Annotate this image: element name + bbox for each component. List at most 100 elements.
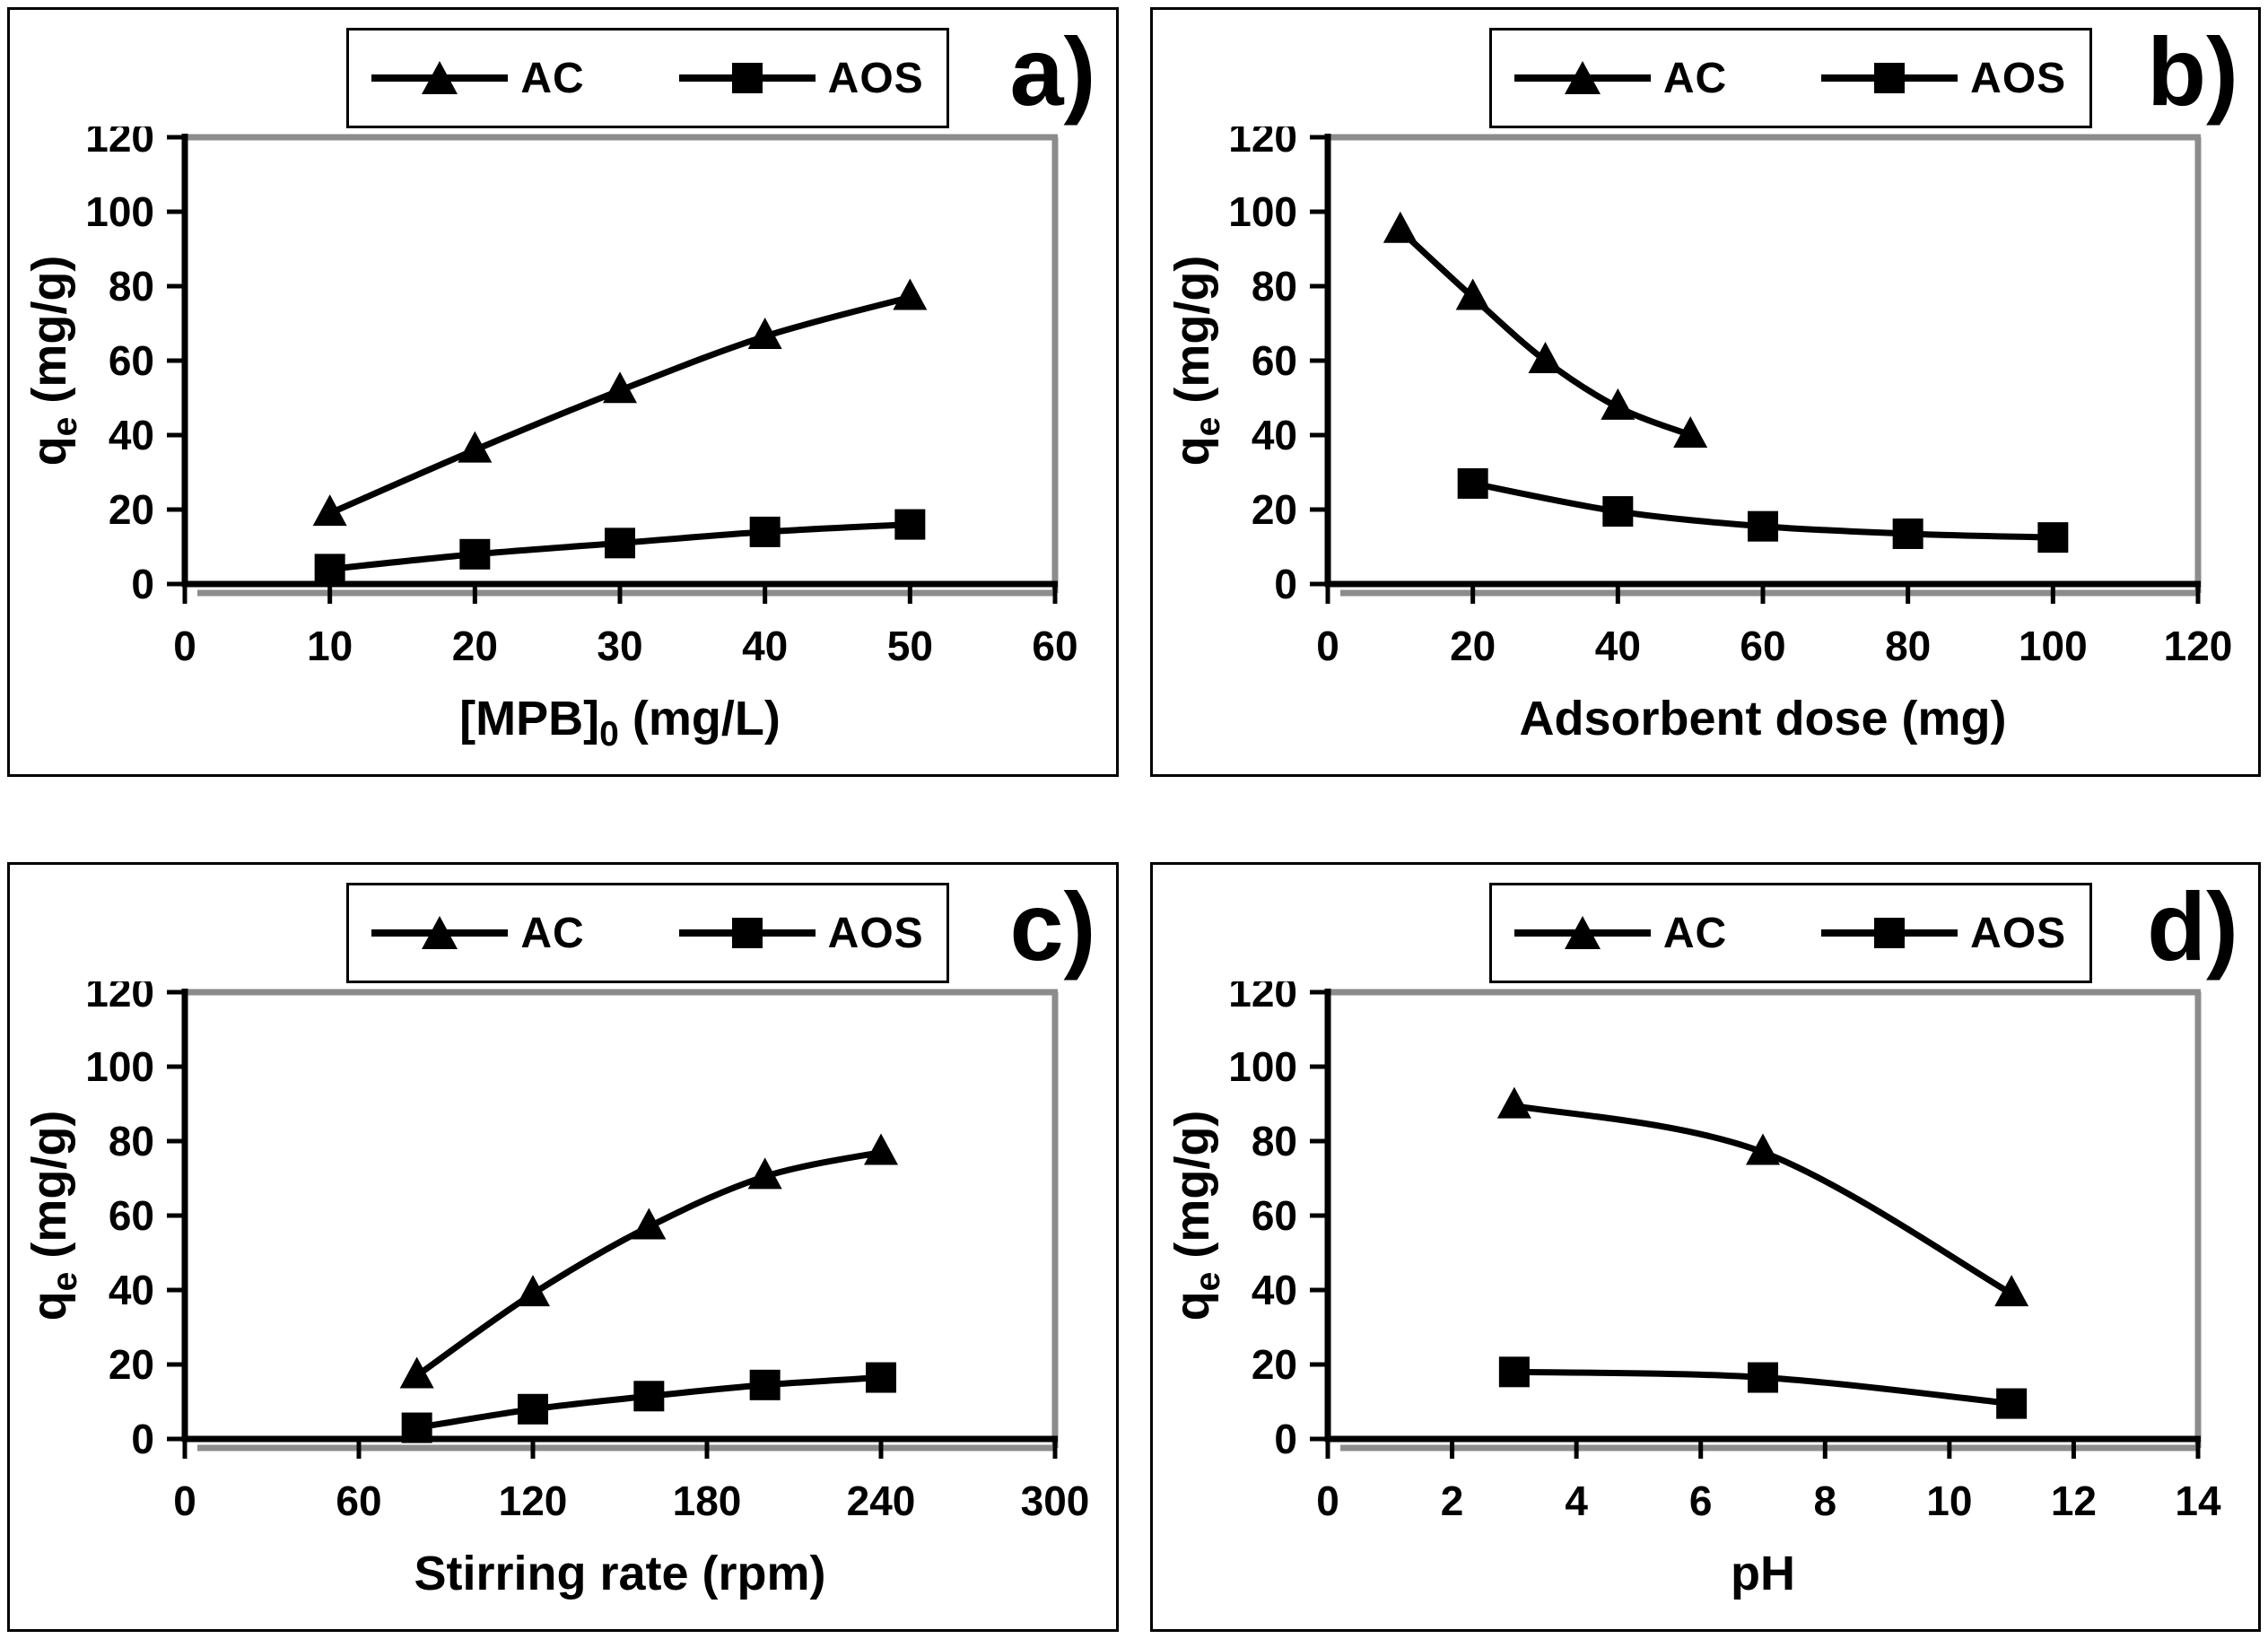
panel-b: AC AOS b) 0 20 40 60 80 100 120 0 20 40 60 80 100 120… [1149, 7, 2264, 777]
triangle-marker-icon [422, 61, 458, 94]
svg-text:10: 10 [1926, 1478, 1972, 1524]
svg-text:100: 100 [85, 1043, 154, 1090]
legend-label-ac: AC [520, 909, 585, 957]
svg-text:pH: pH [1731, 1547, 1795, 1600]
svg-text:20: 20 [1251, 1341, 1296, 1388]
chart-svg: 0 20 40 60 80 100 120 0 2 4 6 8 10 12 14 pH qe (mg/g) [1165, 981, 2221, 1600]
legend-label-aos: AOS [1970, 909, 2067, 957]
svg-text:180: 180 [673, 1478, 742, 1524]
svg-text:20: 20 [1251, 486, 1296, 533]
svg-text:14: 14 [2175, 1478, 2221, 1524]
svg-text:0: 0 [1274, 1416, 1297, 1462]
svg-text:Adsorbent dose (mg): Adsorbent dose (mg) [1519, 692, 2006, 745]
series-aos [314, 509, 926, 585]
svg-text:100: 100 [85, 188, 154, 235]
series-ac [399, 1133, 898, 1389]
y-axis-ticks: 0 20 40 60 80 100 120 [85, 981, 185, 1462]
ac-line-sample [1513, 914, 1651, 952]
series-aos [401, 1362, 896, 1443]
x-axis-ticks: 0 10 20 30 40 50 60 [173, 584, 1078, 669]
legend-label-aos: AOS [827, 909, 924, 957]
series-ac [312, 278, 928, 527]
chart-b: 0 20 40 60 80 100 120 0 20 40 60 80 100 120 Adsorbent … [1153, 126, 2264, 777]
square-marker-icon [1874, 63, 1906, 93]
triangle-marker-icon [422, 916, 458, 949]
chart-a: 0 20 40 60 80 100 120 0 10 20 30 40 50 60 [MPB]0 (mg/L… [10, 126, 1121, 777]
svg-text:120: 120 [1228, 126, 1297, 161]
svg-text:120: 120 [85, 126, 154, 161]
svg-text:0: 0 [131, 561, 154, 607]
svg-text:qe (mg/g): qe (mg/g) [22, 1111, 84, 1321]
svg-text:40: 40 [1594, 623, 1640, 669]
svg-text:2: 2 [1440, 1478, 1463, 1524]
plot-border [185, 989, 1059, 1452]
y-axis-ticks: 0 20 40 60 80 100 120 [85, 126, 185, 607]
legend-entry-aos: AOS [678, 54, 924, 103]
legend: AC AOS [1488, 883, 2092, 983]
svg-text:6: 6 [1688, 1478, 1712, 1524]
legend-entry-ac: AC [371, 54, 584, 103]
svg-text:120: 120 [499, 1478, 568, 1524]
legend-label-ac: AC [520, 54, 585, 102]
legend-entry-aos: AOS [1821, 54, 2066, 103]
svg-text:80: 80 [1885, 623, 1931, 669]
svg-text:60: 60 [1251, 337, 1296, 384]
chart-svg: 0 20 40 60 80 100 120 0 60 120 180 240 300 Stirring r… [22, 981, 1090, 1600]
aos-line-sample [678, 59, 816, 97]
svg-text:60: 60 [336, 1478, 381, 1524]
svg-text:Stirring rate (rpm): Stirring rate (rpm) [414, 1547, 825, 1600]
panel-c: AC AOS c) 0 20 40 60 80 100 120 0 60 120 180 240 300… [7, 862, 1119, 1632]
svg-text:[MPB]0 (mg/L): [MPB]0 (mg/L) [459, 692, 781, 754]
panel-letter: a) [1009, 17, 1096, 126]
series-ac [1496, 1086, 2028, 1307]
legend: AC AOS [346, 883, 949, 983]
aos-line-sample [678, 914, 816, 952]
svg-text:120: 120 [1228, 981, 1297, 1016]
chart-svg: 0 20 40 60 80 100 120 0 20 40 60 80 100 120 Adsorbent … [1165, 126, 2232, 745]
panel-letter: b) [2147, 17, 2238, 126]
svg-text:100: 100 [2018, 623, 2087, 669]
legend-entry-ac: AC [371, 909, 584, 958]
svg-text:12: 12 [2050, 1478, 2096, 1524]
ac-line-sample [1513, 59, 1651, 97]
series-aos [1457, 467, 2068, 554]
svg-text:80: 80 [1251, 263, 1296, 309]
square-marker-icon [731, 63, 763, 93]
axes [181, 989, 1058, 1443]
ac-line-sample [371, 59, 509, 97]
x-axis-ticks: 0 20 40 60 80 100 120 [1316, 584, 2232, 669]
svg-text:0: 0 [173, 623, 196, 669]
svg-text:qe (mg/g): qe (mg/g) [1165, 256, 1227, 466]
svg-text:120: 120 [85, 981, 154, 1016]
svg-text:60: 60 [109, 337, 154, 384]
legend-entry-ac: AC [1513, 54, 1727, 103]
aos-line-sample [1821, 914, 1958, 952]
svg-text:20: 20 [452, 623, 498, 669]
svg-text:80: 80 [109, 1118, 154, 1164]
series-ac [1383, 211, 1707, 448]
svg-text:4: 4 [1565, 1478, 1588, 1524]
svg-text:80: 80 [109, 263, 154, 309]
svg-text:80: 80 [1251, 1118, 1296, 1164]
svg-text:30: 30 [597, 623, 642, 669]
svg-text:40: 40 [109, 412, 154, 458]
triangle-marker-icon [1564, 916, 1601, 949]
svg-text:8: 8 [1813, 1478, 1836, 1524]
panel-letter: d) [2147, 872, 2238, 981]
square-marker-icon [1874, 918, 1906, 948]
aos-line-sample [1821, 59, 1958, 97]
svg-text:60: 60 [1740, 623, 1785, 669]
legend-entry-aos: AOS [678, 909, 924, 958]
svg-text:10: 10 [307, 623, 353, 669]
svg-text:0: 0 [131, 1416, 154, 1462]
svg-text:0: 0 [1316, 1478, 1339, 1524]
panel-a: AC AOS a) 0 20 40 60 80 100 120 0 10 20 30 40 50 60 [M… [7, 7, 1119, 777]
svg-text:0: 0 [173, 1478, 196, 1524]
svg-text:20: 20 [109, 1341, 154, 1388]
series-aos [1498, 1356, 2027, 1419]
svg-text:0: 0 [1316, 623, 1339, 669]
panel-d: AC AOS d) 0 20 40 60 80 100 120 0 2 4 6 8 10 12 14 pH qe… [1149, 862, 2261, 1632]
svg-text:qe (mg/g): qe (mg/g) [22, 256, 84, 466]
svg-text:100: 100 [1228, 1043, 1297, 1090]
svg-text:300: 300 [1021, 1478, 1090, 1524]
